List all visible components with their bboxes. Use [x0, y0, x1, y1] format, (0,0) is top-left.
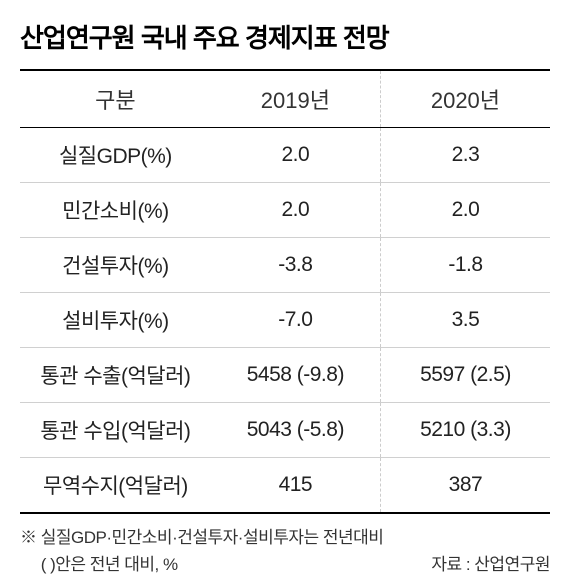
- cell-2020: 5210 (3.3): [380, 403, 550, 458]
- cell-2019: 5458 (-9.8): [211, 348, 381, 403]
- footnote-line1: ※ 실질GDP·민간소비·건설투자·설비투자는 전년대비: [20, 524, 550, 551]
- cell-label: 통관 수출(억달러): [20, 348, 211, 403]
- table-row: 민간소비(%) 2.0 2.0: [20, 183, 550, 238]
- cell-label: 건설투자(%): [20, 238, 211, 293]
- cell-2020: 387: [380, 458, 550, 514]
- table-row: 통관 수출(억달러) 5458 (-9.8) 5597 (2.5): [20, 348, 550, 403]
- cell-label: 통관 수입(억달러): [20, 403, 211, 458]
- cell-label: 실질GDP(%): [20, 128, 211, 183]
- table-title: 산업연구원 국내 주요 경제지표 전망: [20, 18, 550, 55]
- footnote-source: 자료 : 산업연구원: [431, 551, 550, 578]
- cell-label: 민간소비(%): [20, 183, 211, 238]
- cell-label: 무역수지(억달러): [20, 458, 211, 514]
- cell-2019: -3.8: [211, 238, 381, 293]
- footnote: ※ 실질GDP·민간소비·건설투자·설비투자는 전년대비 ( )안은 전년 대비…: [20, 524, 550, 578]
- table-row: 통관 수입(억달러) 5043 (-5.8) 5210 (3.3): [20, 403, 550, 458]
- table-row: 실질GDP(%) 2.0 2.3: [20, 128, 550, 183]
- footnote-line2: ( )안은 전년 대비, % 자료 : 산업연구원: [20, 551, 550, 578]
- cell-2019: 2.0: [211, 183, 381, 238]
- table-row: 건설투자(%) -3.8 -1.8: [20, 238, 550, 293]
- cell-2020: -1.8: [380, 238, 550, 293]
- col-header-2020: 2020년: [380, 70, 550, 128]
- col-header-2019: 2019년: [211, 70, 381, 128]
- cell-2020: 3.5: [380, 293, 550, 348]
- cell-2020: 2.0: [380, 183, 550, 238]
- table-row: 설비투자(%) -7.0 3.5: [20, 293, 550, 348]
- cell-2019: 2.0: [211, 128, 381, 183]
- economic-indicators-table: 구분 2019년 2020년 실질GDP(%) 2.0 2.3 민간소비(%) …: [20, 69, 550, 514]
- table-row: 무역수지(억달러) 415 387: [20, 458, 550, 514]
- cell-2019: 5043 (-5.8): [211, 403, 381, 458]
- cell-2020: 5597 (2.5): [380, 348, 550, 403]
- cell-label: 설비투자(%): [20, 293, 211, 348]
- cell-2019: 415: [211, 458, 381, 514]
- table-header-row: 구분 2019년 2020년: [20, 70, 550, 128]
- footnote-left: ( )안은 전년 대비, %: [20, 551, 178, 578]
- col-header-category: 구분: [20, 70, 211, 128]
- cell-2019: -7.0: [211, 293, 381, 348]
- cell-2020: 2.3: [380, 128, 550, 183]
